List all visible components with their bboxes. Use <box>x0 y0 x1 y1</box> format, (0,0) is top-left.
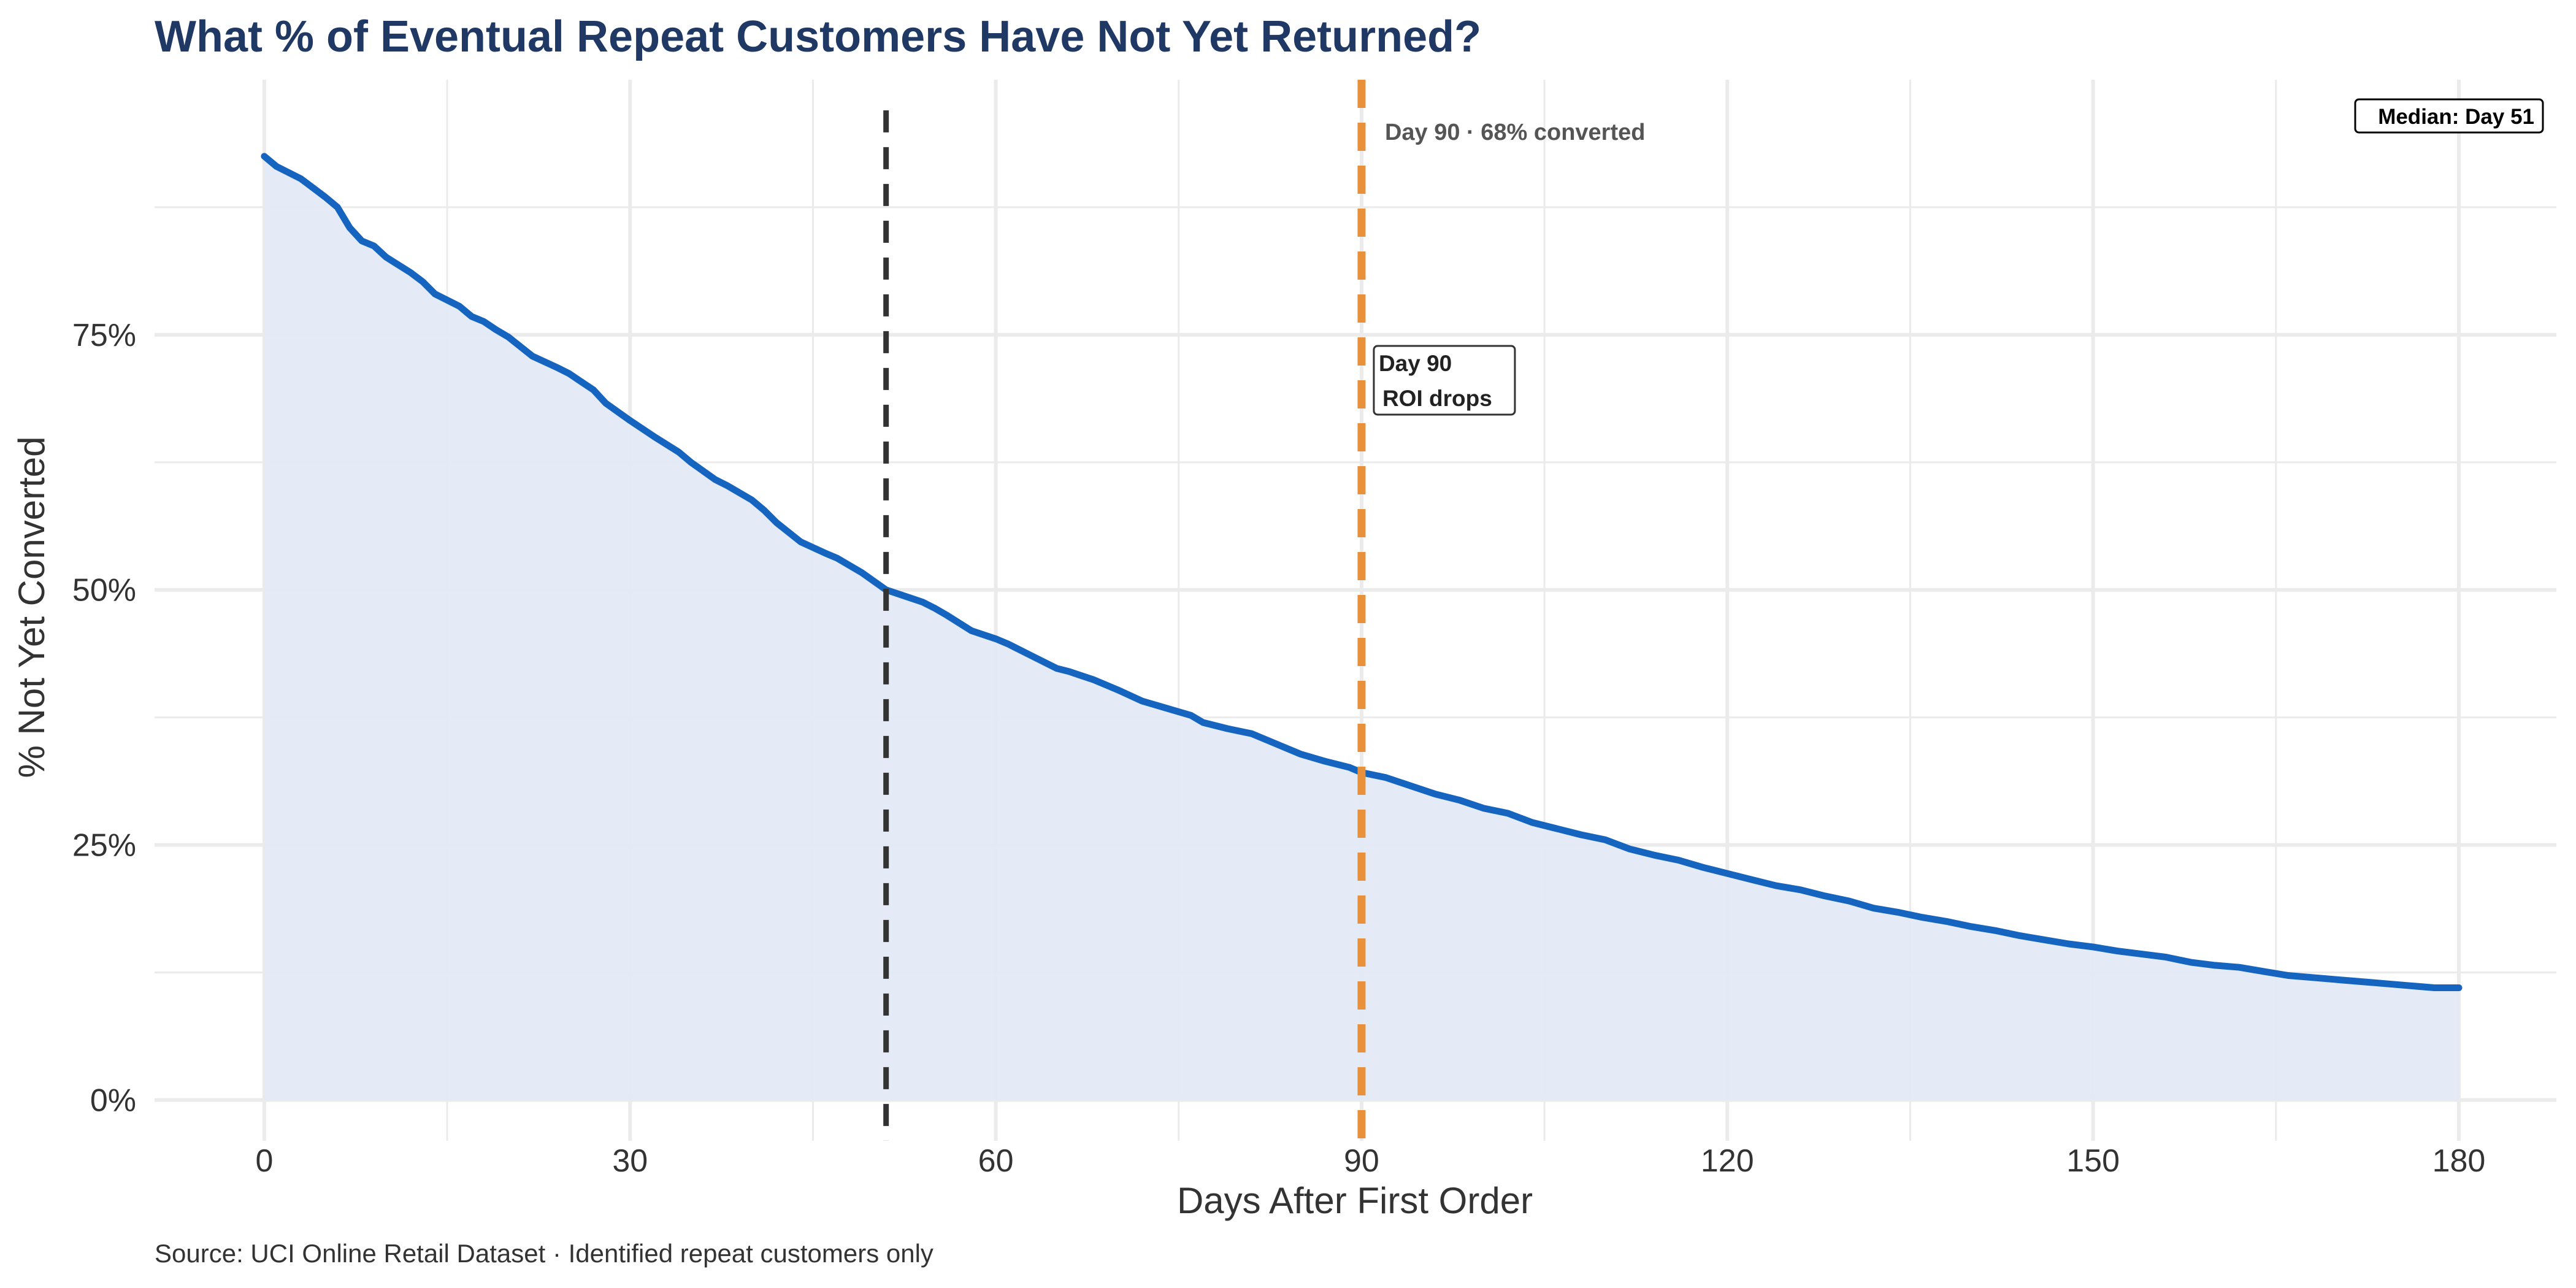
x-tick-label: 150 <box>2066 1143 2120 1179</box>
source-caption: Source: UCI Online Retail Dataset · Iden… <box>155 1239 933 1268</box>
area-layer <box>261 153 2463 1100</box>
y-tick-label: 75% <box>72 318 136 353</box>
x-tick-label: 30 <box>612 1143 648 1179</box>
x-axis-ticks: 0 30 60 90 120 150 180 <box>255 1143 2485 1179</box>
series-line <box>261 153 2463 991</box>
area-fill <box>264 156 2459 1100</box>
y-tick-label: 25% <box>72 828 136 864</box>
median-label-box <box>2354 98 2544 134</box>
day90-box-line2: ROI drops <box>1382 386 1492 411</box>
x-tick-label: 0 <box>255 1143 273 1179</box>
day90-annotation: Day 90 · 68% converted <box>1385 120 1646 145</box>
x-tick-label: 180 <box>2432 1143 2486 1179</box>
y-axis-title: % Not Yet Converted <box>11 436 52 778</box>
x-tick-label: 60 <box>978 1143 1014 1179</box>
y-axis-ticks: 0% 25% 50% 75% <box>72 318 136 1119</box>
x-tick-label: 90 <box>1344 1143 1379 1179</box>
day90-label-box <box>1373 345 1516 416</box>
x-tick-label: 120 <box>1701 1143 1754 1179</box>
y-tick-label: 0% <box>90 1083 136 1118</box>
median-label: Median: Day 51 <box>2378 105 2534 129</box>
y-tick-label: 50% <box>72 573 136 608</box>
x-axis-title: Days After First Order <box>1177 1180 1533 1221</box>
chart-title: What % of Eventual Repeat Customers Have… <box>155 12 1481 61</box>
day90-box-line1: Day 90 <box>1379 351 1452 376</box>
